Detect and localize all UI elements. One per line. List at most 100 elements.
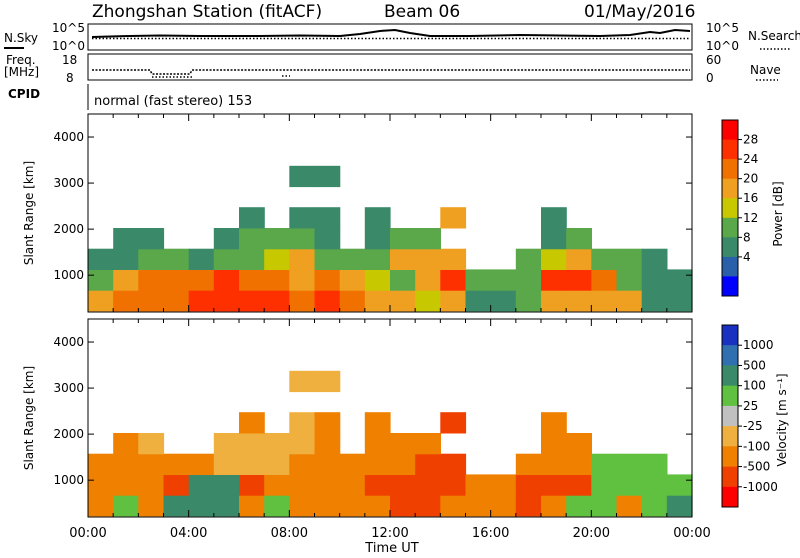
velocity-cell — [113, 474, 139, 496]
power-cell — [314, 228, 341, 250]
power-cell — [239, 269, 265, 291]
cpid-text: normal (fast stereo) 153 — [94, 94, 252, 109]
power-cell — [616, 290, 643, 312]
velocity-cell — [390, 433, 416, 455]
power-cell — [113, 290, 139, 312]
freq-right-tick-top: 60 — [706, 53, 721, 67]
power-colorbar-tick-label: 20 — [743, 172, 758, 186]
velocity-colorbar-swatch — [722, 405, 738, 427]
power-cell — [88, 290, 114, 312]
power-cell — [264, 269, 290, 291]
power-cell — [541, 248, 567, 270]
power-cell — [591, 290, 618, 312]
power-cell — [213, 269, 240, 291]
power-cell — [415, 228, 441, 250]
power-cell — [364, 207, 391, 229]
velocity-cell — [88, 495, 114, 517]
power-cell — [415, 269, 441, 291]
freq-panel: Freq. [MHz] 18 8 60 0 Nave — [4, 53, 781, 85]
velocity-cell — [541, 412, 567, 434]
power-colorbar-tick-label: 4 — [743, 250, 751, 264]
nave-line — [152, 75, 290, 78]
power-cell — [113, 248, 139, 270]
power-colorbar-swatch — [722, 217, 738, 238]
velocity-cell — [641, 453, 668, 475]
power-cell — [440, 290, 467, 312]
power-cell — [364, 248, 391, 270]
power-cell — [566, 290, 592, 312]
velocity-colorbar-frame — [721, 324, 739, 508]
velocity-cell — [239, 412, 265, 434]
velocity-cell — [666, 474, 693, 496]
velocity-cell — [213, 495, 240, 517]
velocity-cell — [415, 453, 441, 475]
power-cell — [490, 269, 517, 291]
velocity-cell — [465, 495, 492, 517]
velocity-cell — [163, 474, 190, 496]
velocity-cell — [415, 433, 441, 455]
velocity-cell — [515, 453, 542, 475]
power-cell — [314, 269, 341, 291]
power-cell — [213, 228, 240, 250]
power-cell — [515, 248, 542, 270]
velocity-cell — [113, 433, 139, 455]
velocity-cell — [591, 474, 618, 496]
time-tick-label: 08:00 — [271, 526, 308, 541]
velocity-cell — [264, 495, 290, 517]
velocity-cell — [591, 495, 618, 517]
power-cell — [239, 248, 265, 270]
velocity-cell — [289, 474, 316, 496]
time-tick-label: 20:00 — [573, 526, 610, 541]
power-ytick-label: 4000 — [53, 130, 84, 144]
power-cell — [239, 290, 265, 312]
power-cell — [641, 248, 668, 270]
nave-label: Nave — [750, 63, 781, 77]
velocity-cell — [239, 495, 265, 517]
velocity-cell — [515, 495, 542, 517]
power-ytick-label: 1000 — [53, 268, 84, 282]
velocity-cell — [138, 495, 165, 517]
power-cell — [415, 290, 441, 312]
power-cell — [289, 228, 316, 250]
velocity-colorbar-swatch — [722, 446, 738, 467]
velocity-cell — [188, 453, 215, 475]
velocity-cell — [415, 495, 441, 517]
cpid-panel: CPID normal (fast stereo) 153 — [8, 84, 252, 110]
velocity-ytick-label: 4000 — [53, 335, 84, 349]
velocity-colorbar-tick-label: -100 — [743, 439, 770, 453]
time-tick-label: 16:00 — [472, 526, 509, 541]
velocity-cell — [264, 433, 290, 455]
velocity-cell — [138, 474, 165, 496]
power-cell — [465, 269, 492, 291]
velocity-ytick-label: 2000 — [53, 427, 84, 441]
velocity-cell — [364, 433, 391, 455]
velocity-cell — [440, 453, 467, 475]
velocity-cell — [113, 495, 139, 517]
velocity-cell — [188, 495, 215, 517]
velocity-cell — [415, 474, 441, 496]
noise-sky-line — [91, 28, 691, 38]
velocity-cell — [213, 474, 240, 496]
power-cell — [616, 269, 643, 291]
velocity-cell — [440, 474, 467, 496]
velocity-cell — [213, 433, 240, 455]
velocity-cell — [289, 370, 316, 393]
velocity-cell — [163, 453, 190, 475]
power-cell — [88, 248, 114, 270]
velocity-cell — [213, 453, 240, 475]
power-cell — [138, 248, 165, 270]
power-cell — [390, 290, 416, 312]
power-panel: 4000 3000 2000 1000 Slant Range [km] 28 24 20… — [22, 113, 785, 313]
power-cell — [289, 290, 316, 312]
power-cell — [591, 248, 618, 270]
power-cell — [339, 248, 366, 270]
time-tick-label: 00:00 — [69, 526, 106, 541]
noise-right-tick-bottom: 10^0 — [706, 39, 739, 53]
velocity-colorbar-swatch — [722, 345, 738, 366]
velocity-colorbar-label: Velocity [m s⁻¹] — [775, 373, 789, 466]
freq-label-line1: Freq. — [6, 53, 36, 67]
time-axis-label: Time UT — [364, 541, 418, 554]
velocity-cell — [239, 474, 265, 496]
velocity-cell — [289, 433, 316, 455]
